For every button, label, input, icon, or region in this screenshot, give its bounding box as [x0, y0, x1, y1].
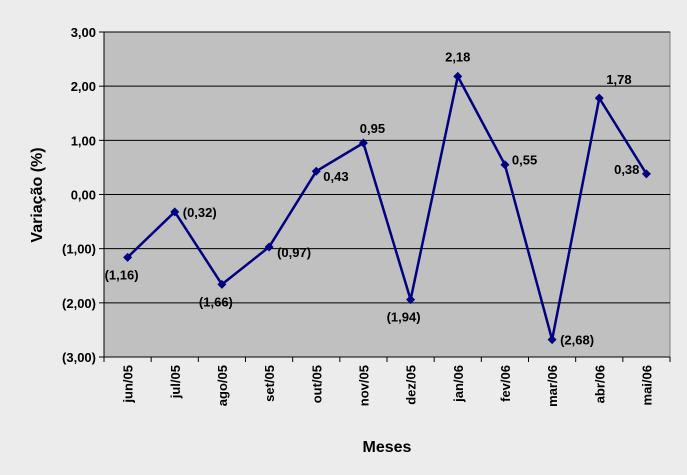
- x-tick-label: mai/06: [639, 365, 654, 405]
- y-axis-ticks: 3,00 2,00 1,00 0,00 (1,00) (2,00) (3,00): [62, 25, 105, 365]
- y-tick-label: 3,00: [71, 25, 96, 40]
- data-label: (1,66): [199, 294, 233, 309]
- x-tick-label: fev/06: [498, 365, 513, 402]
- series-line: [126, 75, 648, 341]
- data-point: [123, 252, 133, 262]
- data-label: 0,55: [512, 153, 537, 168]
- series: [123, 71, 651, 345]
- x-tick-label: jul/05: [168, 365, 183, 399]
- data-point: [406, 295, 416, 305]
- data-label: 2,18: [445, 49, 470, 64]
- y-tick-label: 0,00: [71, 188, 96, 203]
- data-point: [311, 166, 321, 176]
- data-label: (2,68): [560, 333, 594, 348]
- x-tick-label: abr/06: [592, 365, 607, 403]
- data-label: (1,16): [105, 267, 139, 282]
- x-tick-label: set/05: [262, 365, 277, 402]
- x-tick-label: jun/05: [121, 365, 136, 404]
- data-point: [170, 207, 180, 217]
- x-tick-label: mar/06: [545, 365, 560, 407]
- data-point: [358, 138, 368, 148]
- data-point: [547, 335, 557, 345]
- data-labels: (1,16) (0,32) (1,66) (0,97) 0,43 0,95 (1,94) 2,…: [105, 49, 640, 347]
- data-point: [594, 93, 604, 103]
- data-point: [641, 169, 651, 179]
- x-tick-label: ago/05: [215, 365, 230, 406]
- y-tick-label: (3,00): [62, 350, 96, 365]
- y-axis-title: Variação (%): [29, 147, 46, 242]
- data-label: (0,97): [277, 245, 311, 260]
- y-tick-label: (1,00): [62, 242, 96, 257]
- x-axis-ticks: jun/05 jul/05 ago/05 set/05 out/05 nov/05 dez/…: [103, 356, 671, 407]
- data-label: 0,38: [614, 162, 639, 177]
- x-tick-label: jan/06: [451, 365, 466, 403]
- y-tick-label: 1,00: [71, 133, 96, 148]
- data-point: [217, 279, 227, 289]
- x-tick-label: dez/05: [404, 365, 419, 405]
- data-point: [500, 160, 510, 170]
- data-label: 0,95: [360, 121, 385, 136]
- data-point: [453, 71, 463, 81]
- data-label: 1,78: [606, 72, 631, 87]
- data-label: (0,32): [183, 205, 217, 220]
- x-tick-label: out/05: [309, 365, 324, 403]
- y-tick-label: (2,00): [62, 296, 96, 311]
- data-point: [264, 242, 274, 252]
- x-axis-title: Meses: [363, 439, 412, 456]
- data-label: (1,94): [387, 310, 421, 325]
- y-tick-label: 2,00: [71, 79, 96, 94]
- x-tick-label: nov/05: [356, 365, 371, 406]
- data-label: 0,43: [323, 169, 348, 184]
